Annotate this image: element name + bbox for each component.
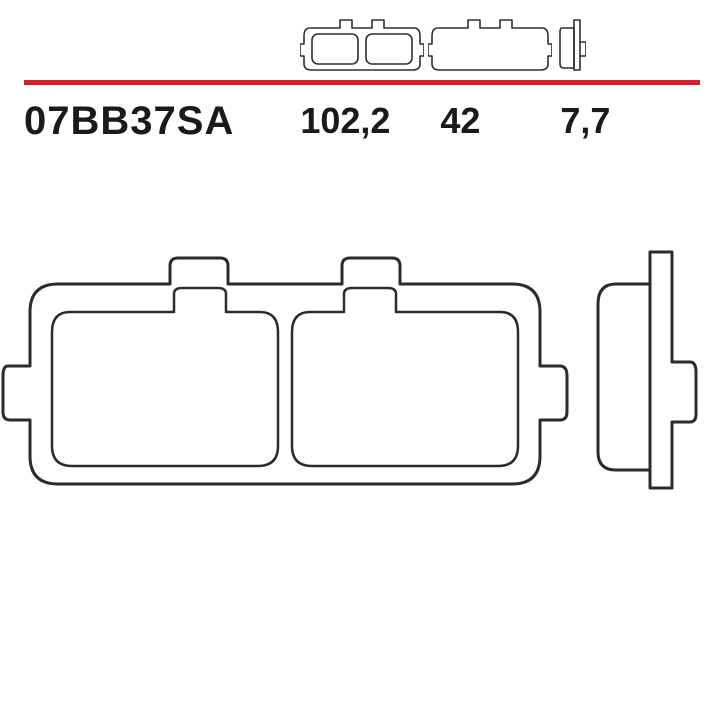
thumb-side-icon: [556, 16, 586, 74]
thumb-back-icon: [428, 16, 552, 74]
technical-drawing: [0, 170, 724, 724]
part-number: 07BB37SA: [24, 99, 234, 144]
dimension-height: 42: [440, 100, 560, 142]
thumb-front-icon: [300, 16, 424, 74]
dimension-width: 102,2: [300, 100, 440, 142]
header-row: 07BB37SA 102,2 42 7,7: [24, 98, 700, 144]
separator-line: [24, 80, 700, 85]
thumbnail-row: [300, 12, 694, 74]
dimension-thickness: 7,7: [560, 100, 660, 142]
